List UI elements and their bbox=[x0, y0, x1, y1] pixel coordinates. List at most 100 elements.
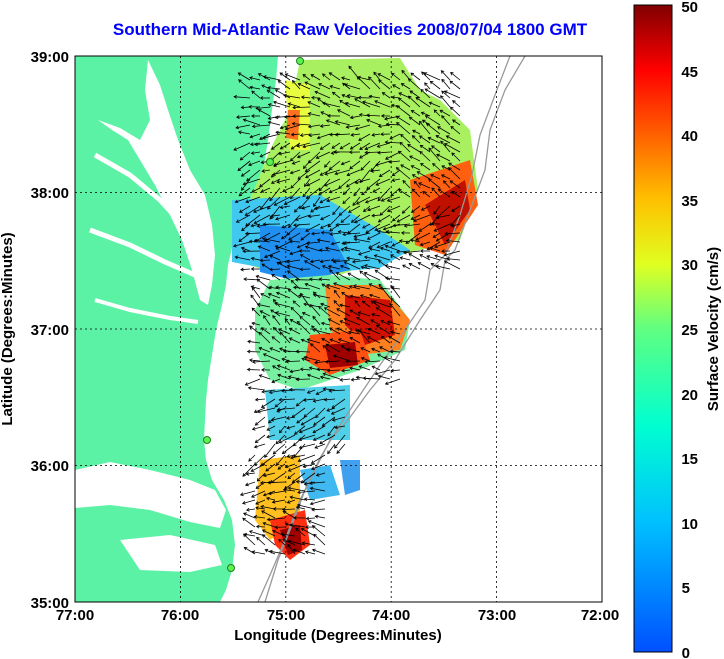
velocity-arrow-head bbox=[271, 379, 276, 384]
velocity-arrow-head bbox=[349, 115, 354, 120]
velocity-arrow-head bbox=[319, 199, 324, 204]
velocity-arrow-head bbox=[307, 520, 312, 524]
colorbar-label: Surface Velocity (cm/s) bbox=[705, 247, 722, 411]
velocity-arrow-head bbox=[243, 533, 247, 538]
velocity-arrow bbox=[381, 196, 391, 202]
velocity-arrow bbox=[288, 232, 301, 241]
velocity-arrow-head bbox=[278, 439, 283, 444]
velocity-arrow-head bbox=[355, 375, 360, 380]
velocity-arrow-head bbox=[346, 347, 351, 352]
velocity-arrow-head bbox=[431, 145, 435, 149]
velocity-arrow bbox=[436, 214, 451, 219]
velocity-arrow bbox=[290, 187, 301, 199]
velocity-arrow-head bbox=[374, 371, 379, 376]
velocity-arrow-head bbox=[371, 213, 375, 218]
velocity-arrow-head bbox=[256, 409, 261, 414]
radar-station-marker bbox=[296, 57, 304, 65]
velocity-arrow-head bbox=[450, 223, 455, 228]
velocity-arrow bbox=[337, 109, 351, 117]
velocity-arrow bbox=[313, 294, 331, 299]
velocity-arrow bbox=[252, 124, 271, 127]
velocity-arrow-head bbox=[341, 368, 345, 373]
velocity-arrow-head bbox=[330, 258, 335, 263]
velocity-arrow-head bbox=[322, 345, 326, 349]
velocity-arrow-head bbox=[377, 353, 381, 357]
velocity-arrow-head bbox=[238, 238, 243, 242]
velocity-arrow bbox=[336, 272, 351, 281]
velocity-arrow bbox=[389, 303, 401, 317]
velocity-arrow bbox=[346, 169, 361, 176]
velocity-arrow-head bbox=[384, 244, 389, 249]
velocity-arrow-head bbox=[392, 84, 396, 88]
velocity-arrow bbox=[393, 223, 411, 227]
velocity-arrow bbox=[284, 481, 296, 490]
velocity-arrow-head bbox=[292, 548, 297, 553]
velocity-arrow-head bbox=[252, 360, 256, 364]
velocity-arrow-head bbox=[380, 335, 385, 340]
velocity-arrow bbox=[326, 284, 341, 290]
velocity-arrow bbox=[419, 151, 431, 162]
velocity-arrow bbox=[290, 454, 306, 459]
velocity-arrow bbox=[433, 205, 441, 215]
velocity-arrow-head bbox=[343, 261, 348, 265]
velocity-arrow bbox=[381, 335, 391, 344]
velocity-arrow bbox=[380, 320, 391, 326]
velocity-arrow-head bbox=[327, 432, 331, 437]
velocity-arrow bbox=[320, 303, 331, 308]
velocity-arrow bbox=[428, 178, 441, 189]
velocity-arrow-head bbox=[339, 303, 343, 308]
velocity-arrow-head bbox=[255, 106, 259, 111]
velocity-arrow-head bbox=[325, 343, 330, 348]
velocity-arrow-head bbox=[304, 168, 309, 173]
velocity-arrow-head bbox=[305, 174, 309, 179]
velocity-arrow-head bbox=[251, 321, 256, 326]
velocity-arrow bbox=[255, 507, 266, 510]
velocity-arrow-head bbox=[354, 180, 359, 185]
velocity-arrow bbox=[262, 534, 276, 546]
velocity-arrow-head bbox=[318, 277, 323, 282]
velocity-arrow-head bbox=[318, 187, 323, 192]
velocity-arrow bbox=[332, 205, 341, 215]
velocity-arrow bbox=[340, 265, 351, 270]
velocity-arrow bbox=[248, 454, 256, 462]
velocity-arrow bbox=[291, 407, 306, 418]
velocity-arrow bbox=[303, 407, 316, 418]
velocity-arrow-head bbox=[273, 162, 277, 167]
velocity-arrow bbox=[358, 250, 371, 255]
velocity-arrow bbox=[399, 142, 411, 153]
velocity-arrow bbox=[348, 205, 361, 213]
velocity-arrow-head bbox=[312, 399, 317, 403]
velocity-arrow-head bbox=[399, 141, 404, 146]
velocity-arrow-head bbox=[266, 496, 270, 501]
velocity-arrow-head bbox=[336, 308, 340, 312]
velocity-arrow bbox=[261, 398, 276, 408]
velocity-arrow bbox=[311, 463, 326, 470]
velocity-arrow bbox=[335, 223, 351, 226]
velocity-arrow bbox=[441, 70, 451, 81]
velocity-arrow-head bbox=[280, 532, 285, 537]
velocity-arrow bbox=[373, 300, 391, 308]
velocity-arrow bbox=[422, 119, 431, 126]
velocity-arrow bbox=[280, 205, 291, 208]
velocity-arrow bbox=[272, 169, 291, 176]
velocity-arrow-head bbox=[363, 255, 368, 260]
velocity-arrow-head bbox=[286, 264, 291, 269]
velocity-arrow-head bbox=[435, 264, 439, 269]
velocity-arrow bbox=[427, 241, 441, 250]
velocity-arrow bbox=[276, 178, 291, 183]
velocity-arrow bbox=[243, 533, 256, 546]
velocity-arrow-head bbox=[362, 225, 366, 229]
velocity-arrow bbox=[339, 320, 351, 326]
velocity-arrow-head bbox=[272, 314, 276, 319]
velocity-arrow bbox=[307, 101, 321, 108]
velocity-arrow-head bbox=[275, 311, 279, 315]
velocity-arrow-head bbox=[409, 90, 414, 94]
velocity-arrow-head bbox=[345, 359, 349, 364]
velocity-arrow-head bbox=[403, 223, 408, 228]
velocity-arrow-head bbox=[288, 224, 292, 228]
velocity-arrow-head bbox=[259, 153, 264, 158]
velocity-arrow bbox=[354, 238, 371, 243]
velocity-arrow bbox=[243, 178, 261, 185]
velocity-arrow bbox=[254, 443, 266, 448]
velocity-arrow-head bbox=[396, 219, 401, 223]
